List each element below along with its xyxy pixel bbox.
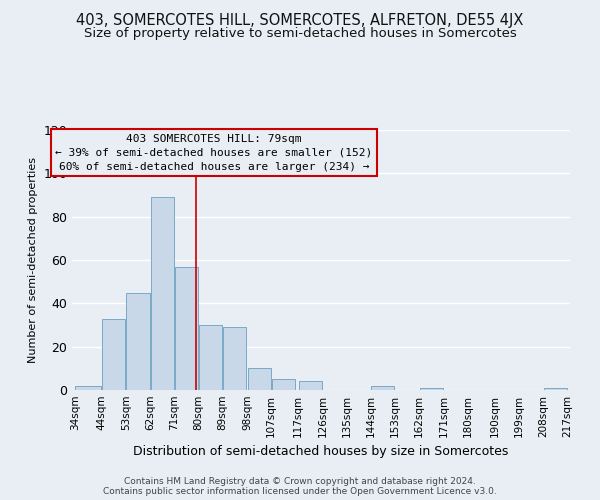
X-axis label: Distribution of semi-detached houses by size in Somercotes: Distribution of semi-detached houses by … (133, 446, 509, 458)
Bar (199, 325, 222, 390)
Bar (299, 382, 322, 390)
Text: 403 SOMERCOTES HILL: 79sqm
← 39% of semi-detached houses are smaller (152)
60% o: 403 SOMERCOTES HILL: 79sqm ← 39% of semi… (55, 134, 373, 172)
Bar (223, 327, 247, 390)
Bar (175, 266, 198, 390)
Bar (102, 318, 125, 390)
Y-axis label: Number of semi-detached properties: Number of semi-detached properties (28, 157, 38, 363)
Bar (371, 386, 394, 390)
Text: Size of property relative to semi-detached houses in Somercotes: Size of property relative to semi-detach… (83, 28, 517, 40)
Text: Contains HM Land Registry data © Crown copyright and database right 2024.: Contains HM Land Registry data © Crown c… (124, 476, 476, 486)
Bar (420, 388, 443, 390)
Bar (75, 386, 101, 390)
Text: Contains public sector information licensed under the Open Government Licence v3: Contains public sector information licen… (103, 486, 497, 496)
Bar (248, 368, 271, 390)
Text: 403, SOMERCOTES HILL, SOMERCOTES, ALFRETON, DE55 4JX: 403, SOMERCOTES HILL, SOMERCOTES, ALFRET… (76, 12, 524, 28)
Bar (544, 388, 567, 390)
Bar (127, 292, 149, 390)
Bar (272, 379, 295, 390)
Bar (151, 197, 174, 390)
